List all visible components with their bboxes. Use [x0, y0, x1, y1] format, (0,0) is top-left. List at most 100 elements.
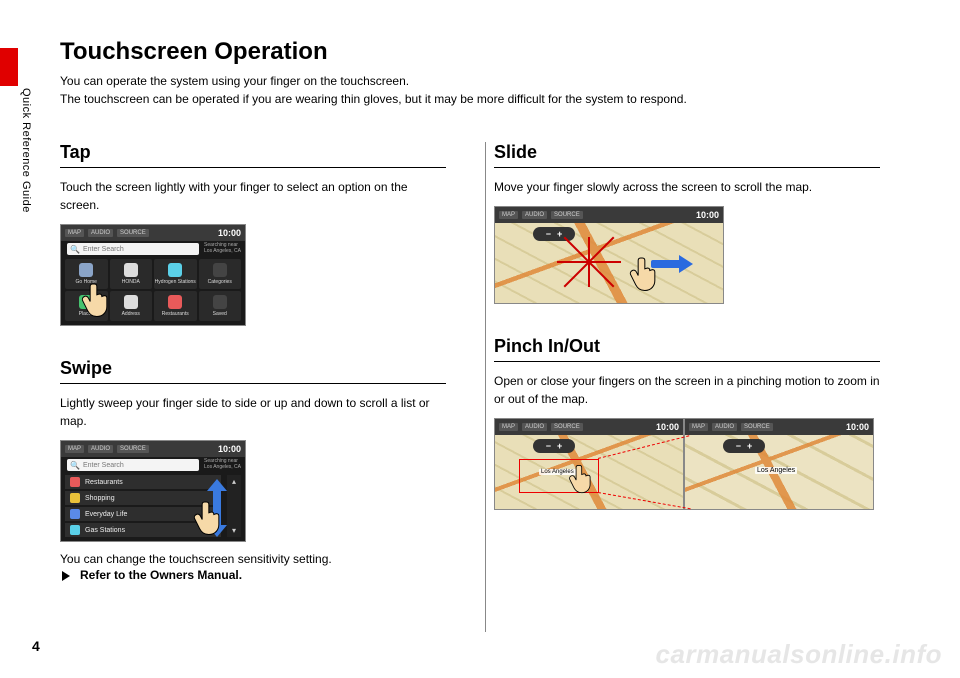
hydrogen-icon: [168, 263, 182, 277]
slide-direction-arrows: [557, 237, 621, 287]
column-divider: [485, 142, 486, 632]
list-label: Shopping: [85, 495, 115, 502]
tab-audio: AUDIO: [88, 229, 113, 237]
icon-label: Address: [122, 311, 140, 317]
tab-source: SOURCE: [117, 445, 149, 453]
list-label: Gas Stations: [85, 527, 125, 534]
manual-reference: Refer to the Owners Manual.: [80, 568, 446, 582]
section-pinch: Pinch In/Out Open or close your fingers …: [494, 336, 880, 510]
zoom-in-icon: +: [557, 441, 562, 451]
slide-desc: Move your finger slowly across the scree…: [494, 178, 880, 196]
categories-icon: [213, 263, 227, 277]
tab-audio: AUDIO: [712, 423, 737, 431]
restaurants-icon: [168, 295, 182, 309]
two-column-layout: Tap Touch the screen lightly with your f…: [60, 142, 920, 614]
hand-pointer-icon: [191, 497, 225, 537]
hand-pointer-icon: [567, 461, 595, 495]
device-clock: 10:00: [846, 422, 869, 432]
chevron-down-icon: ▾: [232, 526, 236, 535]
tab-source: SOURCE: [551, 423, 583, 431]
search-near: Searching near Los Angeles, CA: [204, 459, 241, 470]
tab-source: SOURCE: [741, 423, 773, 431]
swipe-title: Swipe: [60, 358, 446, 384]
tab-map: MAP: [65, 229, 84, 237]
address-icon: [124, 295, 138, 309]
section-slide: Slide Move your finger slowly across the…: [494, 142, 880, 304]
pinch-desc: Open or close your fingers on the screen…: [494, 372, 880, 408]
search-near-value: Los Angeles, CA: [204, 248, 241, 254]
search-placeholder: Enter Search: [83, 462, 124, 469]
chevron-up-icon: ▴: [232, 477, 236, 486]
intro-line-1: You can operate the system using your fi…: [60, 74, 409, 88]
icon-label: Categories: [208, 279, 232, 285]
hand-pointer-icon: [79, 279, 113, 319]
grid-icon: HONDA: [110, 259, 153, 289]
pinch-screenshot-before: MAP AUDIO SOURCE 10:00 − + Los Angeles: [494, 418, 684, 510]
search-near-value: Los Angeles, CA: [204, 464, 241, 470]
tab-audio: AUDIO: [522, 423, 547, 431]
side-red-tab: [0, 48, 18, 86]
restaurants-icon: [70, 477, 80, 487]
tab-source: SOURCE: [117, 229, 149, 237]
device-topbar: MAP AUDIO SOURCE 10:00: [61, 441, 245, 457]
tab-map: MAP: [689, 423, 708, 431]
search-placeholder: Enter Search: [83, 246, 124, 253]
tab-map: MAP: [499, 423, 518, 431]
side-section-label: Quick Reference Guide: [20, 88, 32, 213]
device-topbar: MAP AUDIO SOURCE 10:00: [495, 419, 683, 435]
swipe-desc: Lightly sweep your finger side to side o…: [60, 394, 446, 430]
watermark-text: carmanualsonline.info: [656, 639, 942, 670]
slide-title: Slide: [494, 142, 880, 168]
arrow-up-icon: [207, 479, 227, 491]
pinch-title: Pinch In/Out: [494, 336, 880, 362]
map-place-label: Los Angeles: [755, 467, 797, 474]
grid-icon: Hydrogen Stations: [154, 259, 197, 289]
swipe-note: You can change the touchscreen sensitivi…: [60, 550, 446, 568]
grid-icon: Saved: [199, 291, 242, 321]
list-label: Everyday Life: [85, 511, 127, 518]
device-clock: 10:00: [218, 444, 241, 454]
device-clock: 10:00: [696, 210, 719, 220]
search-bar: 🔍 Enter Search: [67, 459, 199, 471]
page-number: 4: [32, 638, 40, 654]
page-title: Touchscreen Operation: [60, 38, 920, 66]
search-icon: 🔍: [70, 245, 80, 254]
device-clock: 10:00: [656, 422, 679, 432]
scrollbar: ▴ ▾: [227, 475, 241, 537]
tab-map: MAP: [499, 211, 518, 219]
zoom-in-icon: +: [747, 441, 752, 451]
tab-audio: AUDIO: [522, 211, 547, 219]
icon-label: HONDA: [122, 279, 140, 285]
gas-icon: [70, 525, 80, 535]
intro-line-2: The touchscreen can be operated if you a…: [60, 92, 687, 106]
search-icon: 🔍: [70, 461, 80, 470]
device-topbar: MAP AUDIO SOURCE 10:00: [685, 419, 873, 435]
tap-title: Tap: [60, 142, 446, 168]
tap-screenshot: MAP AUDIO SOURCE 10:00 🔍 Enter Search Se…: [60, 224, 246, 326]
tab-source: SOURCE: [551, 211, 583, 219]
section-swipe: Swipe Lightly sweep your finger side to …: [60, 358, 446, 582]
intro-text: You can operate the system using your fi…: [60, 72, 920, 108]
left-column: Tap Touch the screen lightly with your f…: [60, 142, 470, 614]
list-item: Restaurants: [65, 475, 221, 489]
icon-label: Saved: [213, 311, 227, 317]
everyday-icon: [70, 509, 80, 519]
right-column: Slide Move your finger slowly across the…: [470, 142, 880, 614]
grid-icon: Categories: [199, 259, 242, 289]
shopping-icon: [70, 493, 80, 503]
home-icon: [79, 263, 93, 277]
saved-icon: [213, 295, 227, 309]
swipe-screenshot: MAP AUDIO SOURCE 10:00 🔍 Enter Search Se…: [60, 440, 246, 542]
honda-icon: [124, 263, 138, 277]
pinch-screenshot-pair: MAP AUDIO SOURCE 10:00 − + Los Angeles: [494, 418, 880, 510]
grid-icon: Address: [110, 291, 153, 321]
device-clock: 10:00: [218, 228, 241, 238]
search-near: Searching near Los Angeles, CA: [204, 243, 241, 254]
tab-audio: AUDIO: [88, 445, 113, 453]
zoom-out-icon: −: [546, 441, 551, 451]
device-topbar: MAP AUDIO SOURCE 10:00: [495, 207, 723, 223]
zoom-out-icon: −: [736, 441, 741, 451]
zoom-control: − +: [533, 439, 575, 453]
tap-desc: Touch the screen lightly with your finge…: [60, 178, 446, 214]
diagonal-arrows: [557, 237, 621, 287]
